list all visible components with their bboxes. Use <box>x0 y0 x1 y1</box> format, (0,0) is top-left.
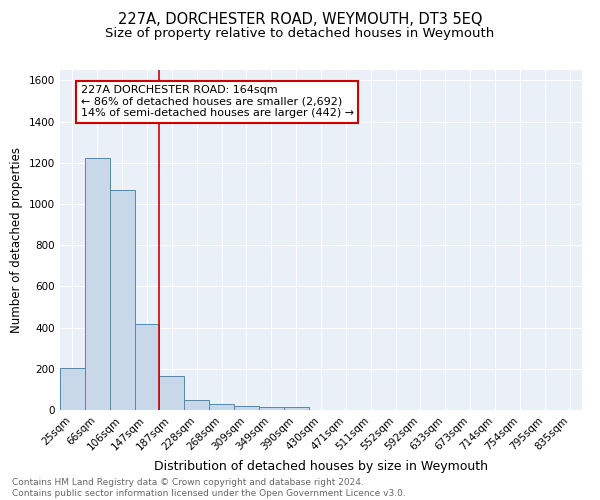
Y-axis label: Number of detached properties: Number of detached properties <box>10 147 23 333</box>
Bar <box>184 400 209 410</box>
Bar <box>284 407 308 410</box>
Text: 227A DORCHESTER ROAD: 164sqm
← 86% of detached houses are smaller (2,692)
14% of: 227A DORCHESTER ROAD: 164sqm ← 86% of de… <box>81 86 354 118</box>
Bar <box>110 190 134 410</box>
Text: 227A, DORCHESTER ROAD, WEYMOUTH, DT3 5EQ: 227A, DORCHESTER ROAD, WEYMOUTH, DT3 5EQ <box>118 12 482 28</box>
Bar <box>134 324 160 410</box>
Bar <box>209 404 234 410</box>
Bar <box>60 368 85 410</box>
Bar <box>234 406 259 410</box>
Text: Size of property relative to detached houses in Weymouth: Size of property relative to detached ho… <box>106 28 494 40</box>
X-axis label: Distribution of detached houses by size in Weymouth: Distribution of detached houses by size … <box>154 460 488 473</box>
Bar <box>160 376 184 410</box>
Bar <box>85 158 110 410</box>
Bar <box>259 407 284 410</box>
Text: Contains HM Land Registry data © Crown copyright and database right 2024.
Contai: Contains HM Land Registry data © Crown c… <box>12 478 406 498</box>
